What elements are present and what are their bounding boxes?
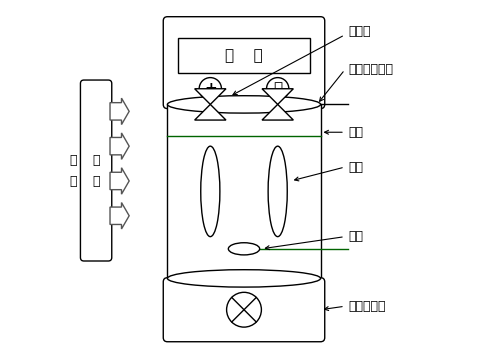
Text: 光
源: 光 源 bbox=[92, 153, 100, 188]
FancyBboxPatch shape bbox=[163, 17, 325, 109]
FancyBboxPatch shape bbox=[163, 278, 325, 342]
Polygon shape bbox=[110, 168, 129, 194]
Text: 磁子: 磁子 bbox=[348, 230, 364, 243]
Polygon shape bbox=[110, 133, 129, 159]
Text: 烧杯: 烧杯 bbox=[348, 126, 364, 139]
Text: 电极: 电极 bbox=[348, 160, 364, 174]
Polygon shape bbox=[262, 104, 293, 120]
Circle shape bbox=[199, 78, 222, 100]
Polygon shape bbox=[110, 203, 129, 229]
Circle shape bbox=[226, 292, 262, 327]
Text: 金属夹: 金属夹 bbox=[348, 25, 371, 38]
Polygon shape bbox=[262, 89, 293, 104]
Text: +: + bbox=[204, 81, 217, 96]
Text: 绝缘铁丝固定: 绝缘铁丝固定 bbox=[348, 63, 393, 76]
Ellipse shape bbox=[167, 96, 321, 113]
Text: －: － bbox=[273, 81, 282, 96]
Text: 磁力搅拌器: 磁力搅拌器 bbox=[348, 300, 386, 313]
Polygon shape bbox=[195, 89, 226, 104]
Bar bbox=[178, 38, 310, 73]
Ellipse shape bbox=[268, 146, 287, 237]
Polygon shape bbox=[110, 98, 129, 125]
Ellipse shape bbox=[201, 146, 220, 237]
Text: 电    源: 电 源 bbox=[225, 48, 263, 63]
Polygon shape bbox=[195, 104, 226, 120]
Bar bbox=[167, 104, 321, 278]
Ellipse shape bbox=[167, 270, 321, 287]
Circle shape bbox=[266, 78, 289, 100]
FancyBboxPatch shape bbox=[81, 80, 112, 261]
Text: 光
源: 光 源 bbox=[70, 153, 77, 188]
Ellipse shape bbox=[228, 243, 260, 255]
